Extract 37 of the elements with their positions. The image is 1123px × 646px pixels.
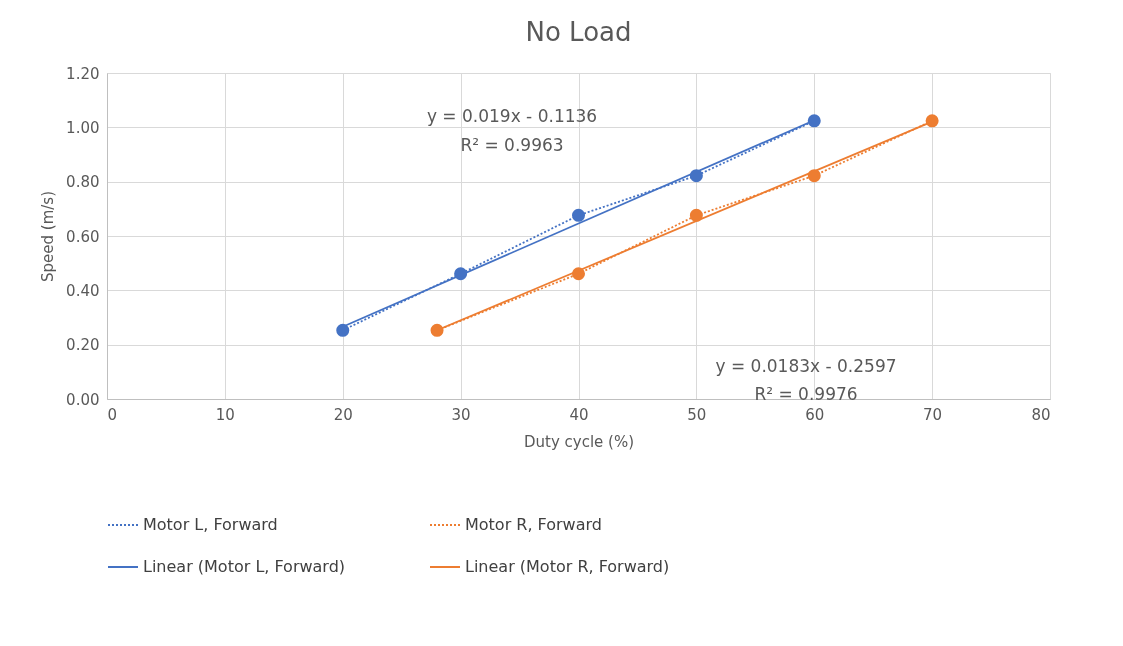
y-axis-title: Speed (m/s) xyxy=(39,191,58,282)
annotation: y = 0.019x - 0.1136 xyxy=(426,106,598,126)
y-tick-label: 0.20 xyxy=(66,336,100,355)
x-tick-label: 20 xyxy=(333,405,353,424)
annotation: R² = 0.9976 xyxy=(754,384,858,404)
point xyxy=(925,114,939,128)
x-tick-label: 80 xyxy=(1031,405,1051,424)
point xyxy=(571,267,586,281)
x-tick-label: 40 xyxy=(569,405,589,424)
x-tick-label: 50 xyxy=(687,405,707,424)
point xyxy=(689,169,703,183)
legend-label: Linear (Motor L, Forward) xyxy=(143,557,346,576)
x-tick-label: 0 xyxy=(107,405,118,424)
x-tick-label: 10 xyxy=(215,405,235,424)
x-tick-label: 30 xyxy=(451,405,471,424)
annotation: y = 0.0183x - 0.2597 xyxy=(715,356,897,376)
chart-title: No Load xyxy=(525,17,632,47)
x-axis-title: Duty cycle (%) xyxy=(523,432,635,451)
legend-label: Motor L, Forward xyxy=(143,515,278,534)
point xyxy=(430,323,444,337)
y-tick-label: 0.80 xyxy=(66,173,100,192)
point xyxy=(689,208,703,222)
point xyxy=(336,323,350,337)
x-tick-label: 60 xyxy=(805,405,825,424)
annotation: R² = 0.9963 xyxy=(460,135,564,155)
y-tick-label: 0.00 xyxy=(66,390,100,409)
legend-label: Linear (Motor R, Forward) xyxy=(465,557,670,576)
y-tick-label: 1.00 xyxy=(66,118,100,137)
point xyxy=(807,114,821,128)
point xyxy=(571,208,586,222)
y-tick-label: 1.20 xyxy=(66,64,100,83)
point xyxy=(454,267,468,281)
y-tick-label: 0.40 xyxy=(66,281,100,300)
x-tick-label: 70 xyxy=(923,405,943,424)
point xyxy=(807,169,821,183)
legend-label: Motor R, Forward xyxy=(465,515,602,534)
y-tick-label: 0.60 xyxy=(66,227,100,246)
